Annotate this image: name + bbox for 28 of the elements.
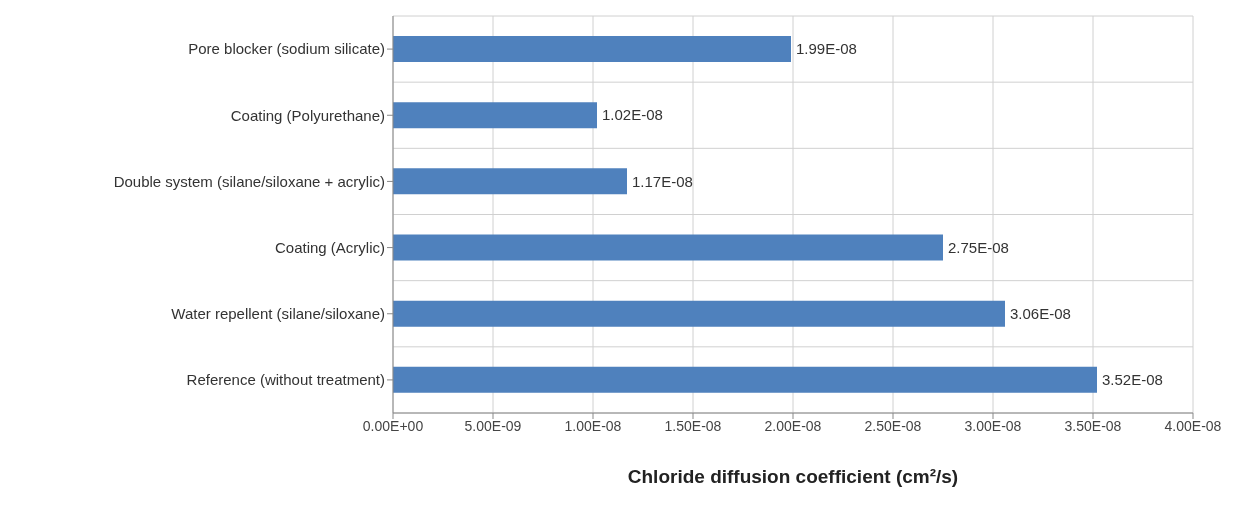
x-tick-label: 3.50E-08 [1064, 417, 1122, 434]
x-tick-label: 1.00E-08 [564, 417, 622, 434]
y-tick-label: Coating (Polyurethane) [230, 106, 385, 124]
data-label: 3.52E-08 [1102, 371, 1163, 389]
x-tick-label: 5.00E-09 [464, 417, 522, 434]
bar [393, 366, 1097, 393]
bar [393, 36, 791, 62]
x-tick-label: 1.50E-08 [664, 417, 722, 434]
x-tick-label: 3.00E-08 [964, 417, 1022, 434]
data-label: 1.02E-08 [602, 106, 663, 124]
y-tick-label: Pore blocker (sodium silicate) [188, 40, 385, 58]
data-label: 1.99E-08 [796, 40, 857, 58]
y-tick-label: Coating (Acrylic) [274, 238, 385, 256]
y-tick-label: Reference (without treatment) [186, 371, 385, 389]
x-tick-label: 4.00E-08 [1164, 417, 1222, 434]
bar [393, 300, 1005, 327]
bar [393, 102, 597, 129]
data-label: 3.06E-08 [1010, 304, 1071, 322]
data-label: 1.17E-08 [632, 172, 693, 190]
x-axis-title: Chloride diffusion coefficient (cm²/s) [627, 466, 959, 487]
x-tick-label: 2.00E-08 [764, 417, 822, 434]
x-tick-label: 0.00E+00 [362, 417, 424, 434]
bar [393, 234, 943, 261]
y-tick-label: Double system (silane/siloxane + acrylic) [113, 172, 385, 190]
y-tick-label: Water repellent (silane/siloxane) [171, 305, 385, 323]
x-tick-label: 2.50E-08 [864, 417, 922, 434]
bar [393, 168, 627, 195]
data-label: 2.75E-08 [948, 238, 1009, 256]
